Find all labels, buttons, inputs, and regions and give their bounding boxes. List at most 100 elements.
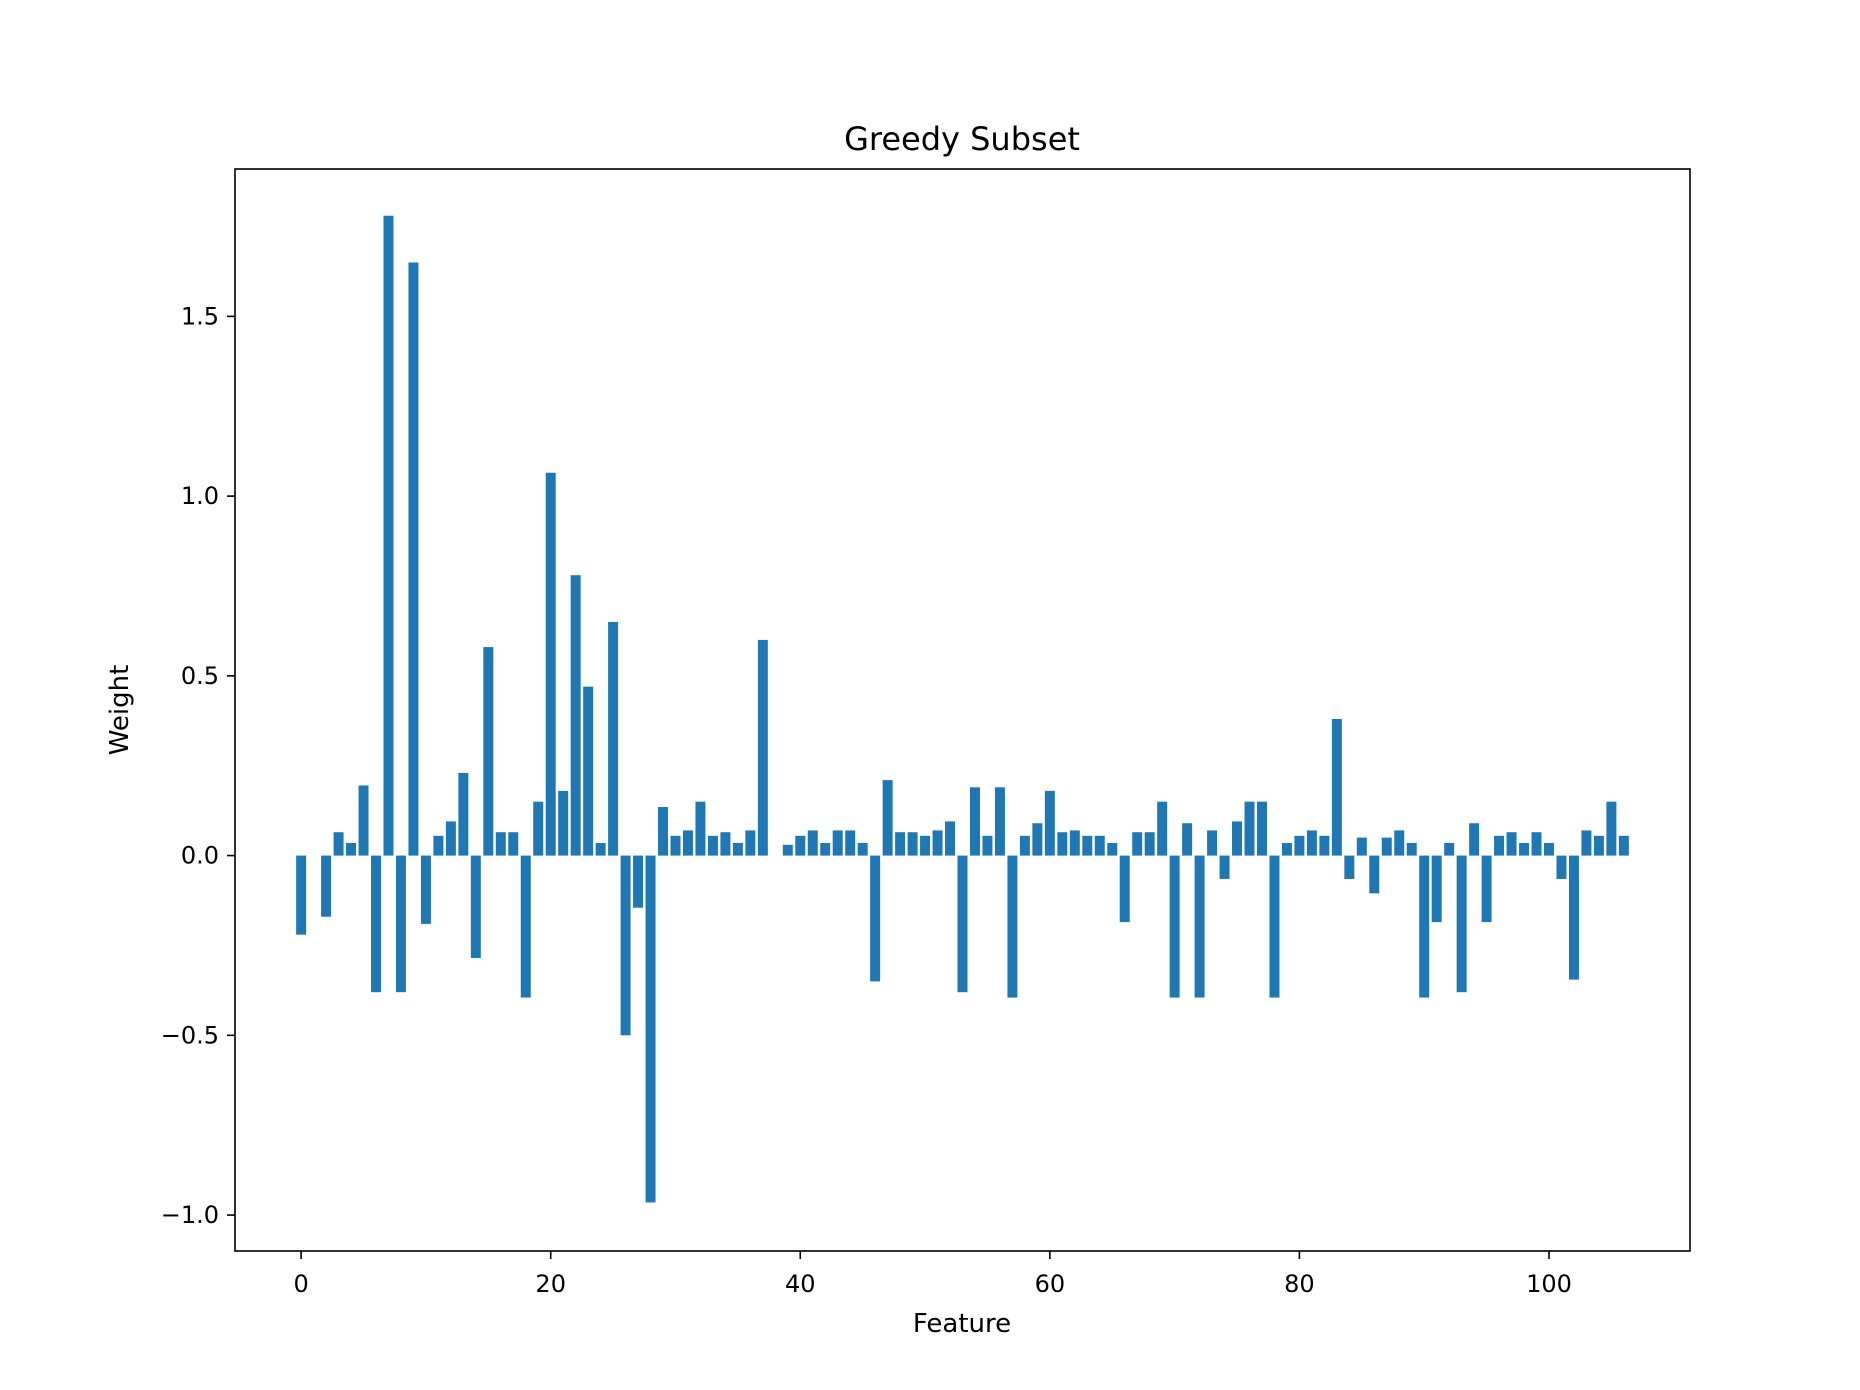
- bar-feature-57: [1007, 855, 1018, 998]
- x-tick-label: 80: [1284, 1270, 1315, 1298]
- bar-feature-0: [296, 855, 307, 935]
- bar-feature-27: [633, 855, 644, 908]
- bar-feature-13: [458, 772, 469, 856]
- bar-feature-41: [807, 830, 818, 856]
- bar-feature-16: [495, 832, 506, 856]
- bar-feature-93: [1456, 855, 1467, 993]
- bar-feature-103: [1581, 830, 1592, 856]
- y-axis-label: Weight: [105, 665, 135, 756]
- x-tick-label: 60: [1035, 1270, 1066, 1298]
- bar-feature-77: [1256, 801, 1267, 856]
- bar-feature-69: [1157, 801, 1168, 856]
- bar-feature-84: [1344, 855, 1355, 879]
- bar-feature-64: [1094, 835, 1105, 856]
- bar-feature-63: [1082, 835, 1093, 856]
- bar-feature-61: [1057, 832, 1068, 856]
- bar-feature-106: [1618, 835, 1629, 856]
- x-tick-label: 0: [293, 1270, 308, 1298]
- bar-feature-32: [695, 801, 706, 856]
- bar-feature-6: [371, 855, 381, 993]
- y-axis-ticks: −1.0 −0.5 0.0 0.5 1.0 1.5: [161, 302, 235, 1229]
- bar-feature-99: [1531, 832, 1542, 856]
- y-tick-label: 0.0: [181, 842, 219, 870]
- y-tick-label: 1.5: [181, 302, 219, 330]
- bar-feature-74: [1219, 855, 1230, 879]
- bar-feature-47: [882, 780, 893, 856]
- bar-feature-87: [1381, 837, 1392, 856]
- bar-feature-26: [620, 855, 631, 1036]
- y-tick-label: −0.5: [161, 1021, 219, 1049]
- bar-feature-81: [1306, 830, 1317, 856]
- bar-feature-82: [1319, 835, 1330, 856]
- bar-feature-10: [420, 855, 431, 924]
- bar-feature-66: [1119, 855, 1130, 923]
- bar-feature-83: [1331, 718, 1342, 856]
- bar-feature-91: [1431, 855, 1442, 923]
- x-tick-label: 100: [1526, 1270, 1572, 1298]
- bar-feature-53: [957, 855, 968, 993]
- bar-feature-70: [1169, 855, 1180, 998]
- bar-feature-35: [732, 843, 743, 856]
- bar-feature-100: [1544, 843, 1554, 856]
- bar-feature-75: [1232, 821, 1243, 856]
- bar-feature-51: [932, 830, 943, 856]
- bar-feature-42: [820, 843, 831, 856]
- bar-feature-65: [1107, 843, 1118, 856]
- bar-feature-98: [1519, 843, 1530, 856]
- bar-feature-60: [1044, 790, 1055, 856]
- bar-feature-50: [920, 835, 931, 856]
- bar-feature-85: [1356, 837, 1367, 856]
- bar-feature-49: [907, 832, 918, 856]
- bar-feature-68: [1144, 832, 1155, 856]
- y-tick-label: 1.0: [181, 482, 219, 510]
- bar-feature-58: [1019, 835, 1030, 856]
- bar-feature-22: [570, 575, 581, 856]
- bar-feature-86: [1369, 855, 1380, 894]
- bar-feature-96: [1494, 835, 1505, 856]
- bar-feature-21: [558, 790, 569, 856]
- bar-feature-7: [383, 215, 394, 856]
- x-tick-label: 20: [535, 1270, 566, 1298]
- bar-feature-80: [1294, 835, 1305, 856]
- bar-feature-48: [895, 832, 906, 856]
- bar-feature-104: [1593, 835, 1604, 856]
- bar-feature-3: [333, 832, 344, 856]
- bar-feature-24: [595, 843, 606, 856]
- bar-feature-30: [670, 835, 681, 856]
- bar-feature-88: [1394, 830, 1405, 856]
- plot-area-frame: [234, 168, 1691, 1252]
- x-tick-label: 40: [785, 1270, 816, 1298]
- bar-feature-33: [707, 835, 718, 856]
- bar-feature-54: [969, 787, 980, 856]
- bar-feature-102: [1568, 855, 1579, 980]
- bar-feature-59: [1032, 823, 1043, 856]
- bar-feature-5: [358, 785, 369, 856]
- bar-feature-28: [645, 855, 656, 1203]
- bar-feature-4: [346, 843, 357, 856]
- bar-feature-46: [870, 855, 881, 982]
- bar-feature-17: [508, 832, 519, 856]
- bar-feature-25: [608, 621, 619, 856]
- chart-title: Greedy Subset: [844, 120, 1080, 158]
- bar-feature-71: [1182, 823, 1193, 856]
- bar-feature-55: [982, 835, 993, 856]
- bar-feature-40: [795, 835, 806, 856]
- bar-feature-105: [1606, 801, 1617, 856]
- bar-feature-34: [720, 832, 731, 856]
- bar-feature-67: [1132, 832, 1143, 856]
- x-axis-label: Feature: [913, 1309, 1011, 1339]
- bar-feature-45: [857, 843, 868, 856]
- bar-feature-52: [945, 821, 956, 856]
- bar-feature-39: [782, 844, 793, 856]
- bar-feature-62: [1069, 830, 1080, 856]
- bar-feature-90: [1419, 855, 1430, 998]
- bar-feature-78: [1269, 855, 1280, 998]
- bar-feature-89: [1406, 843, 1417, 856]
- bar-feature-76: [1244, 801, 1255, 856]
- bar-feature-94: [1469, 823, 1480, 856]
- x-axis-ticks: 0 20 40 60 80 100: [293, 1251, 1572, 1298]
- bars-group: [296, 215, 1629, 1203]
- bar-feature-8: [395, 855, 406, 993]
- bar-feature-11: [433, 835, 444, 856]
